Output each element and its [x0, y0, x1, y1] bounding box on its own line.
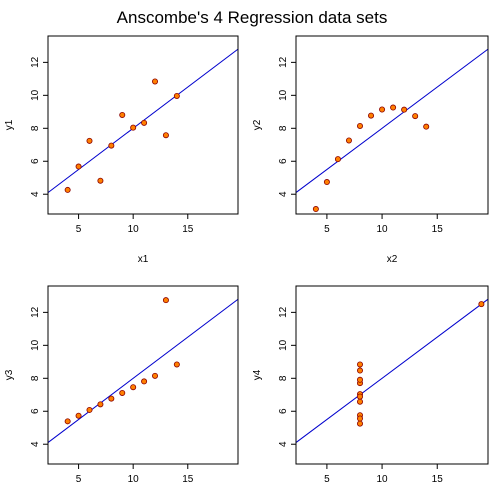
y-tick-label: 6	[278, 408, 289, 414]
data-point	[152, 78, 159, 85]
data-point	[130, 384, 137, 391]
data-point	[379, 106, 386, 113]
y-tick-label: 12	[278, 56, 289, 68]
data-point	[173, 361, 180, 368]
data-point	[64, 186, 71, 193]
y-tick-label: 4	[30, 441, 41, 447]
data-point	[152, 372, 159, 379]
x-axis-label: x2	[387, 254, 398, 265]
x-tick-label: 5	[324, 224, 330, 235]
data-point	[75, 412, 82, 419]
x-tick-label: 10	[128, 224, 140, 235]
y-tick-label: 4	[278, 441, 289, 447]
x-tick-label: 10	[128, 474, 140, 485]
x-tick-label: 10	[377, 474, 389, 485]
data-point	[401, 106, 408, 113]
y-tick-label: 6	[30, 408, 41, 414]
data-point	[130, 124, 137, 131]
regression-line-3	[48, 298, 238, 443]
data-point	[162, 297, 169, 304]
data-point	[86, 137, 93, 144]
data-point	[108, 142, 115, 149]
x-tick-label: 15	[432, 224, 444, 235]
data-point	[390, 104, 397, 111]
data-point	[423, 123, 430, 130]
y-tick-label: 6	[278, 158, 289, 164]
data-point	[312, 206, 319, 213]
data-point	[97, 401, 104, 408]
y-tick-label: 12	[30, 56, 41, 68]
y-tick-label: 10	[278, 89, 289, 101]
data-point	[173, 92, 180, 99]
data-point	[356, 415, 363, 422]
data-point	[356, 361, 363, 368]
data-point	[162, 132, 169, 139]
panel-2: 5 10 15 4 6 8 10 12 x2 y2	[252, 35, 489, 265]
data-point	[356, 376, 363, 383]
chart-title: Anscombe's 4 Regression data sets	[117, 8, 388, 27]
data-point	[97, 177, 104, 184]
panel-3: 510154681012x3y3	[4, 285, 239, 485]
y-tick-label: 10	[278, 339, 289, 351]
x-tick-label: 5	[76, 224, 82, 235]
data-point	[141, 378, 148, 385]
data-point	[356, 398, 363, 405]
regression-line-2	[296, 48, 488, 193]
y-tick-label: 8	[278, 375, 289, 381]
y-axis-label: y3	[4, 369, 15, 380]
data-point	[356, 367, 363, 374]
y-tick-label: 8	[30, 125, 41, 131]
y-tick-label: 4	[30, 191, 41, 197]
x-tick-label: 15	[182, 474, 194, 485]
plot-frame	[295, 35, 489, 215]
data-point	[108, 395, 115, 402]
panel-4: 510154681012x4y4	[252, 285, 489, 485]
y-axis-label: y1	[4, 119, 15, 130]
x-tick-label: 10	[377, 224, 389, 235]
y-tick-label: 8	[278, 125, 289, 131]
plot-frame	[47, 35, 239, 215]
data-point	[412, 113, 419, 120]
y-tick-label: 6	[30, 158, 41, 164]
data-point	[119, 111, 126, 118]
y-tick-label: 12	[278, 306, 289, 318]
data-point	[334, 156, 341, 163]
y-tick-label: 12	[30, 306, 41, 318]
data-point	[368, 112, 375, 119]
y-axis-label: y2	[252, 119, 263, 130]
data-point	[478, 301, 485, 308]
regression-line-4	[296, 298, 488, 443]
y-tick-label: 10	[30, 339, 41, 351]
data-point	[356, 122, 363, 129]
x-tick-label: 15	[432, 474, 444, 485]
plot-frame	[295, 285, 489, 465]
data-point	[356, 420, 363, 427]
data-point	[323, 179, 330, 186]
data-point	[64, 418, 71, 425]
y-tick-label: 4	[278, 191, 289, 197]
data-point	[119, 389, 126, 396]
data-point	[345, 137, 352, 144]
y-tick-label: 8	[30, 375, 41, 381]
x-tick-label: 5	[324, 474, 330, 485]
x-axis-label: x1	[138, 254, 149, 265]
panel-1: 5 10 15 4 6 8 10 12 x1 y1	[4, 35, 239, 265]
data-point	[75, 163, 82, 170]
data-point	[356, 393, 363, 400]
y-tick-label: 10	[30, 89, 41, 101]
x-tick-label: 5	[76, 474, 82, 485]
plot-frame	[47, 285, 239, 465]
data-point	[86, 406, 93, 413]
y-axis-label: y4	[252, 369, 263, 380]
x-tick-label: 15	[182, 224, 194, 235]
data-point	[141, 119, 148, 126]
